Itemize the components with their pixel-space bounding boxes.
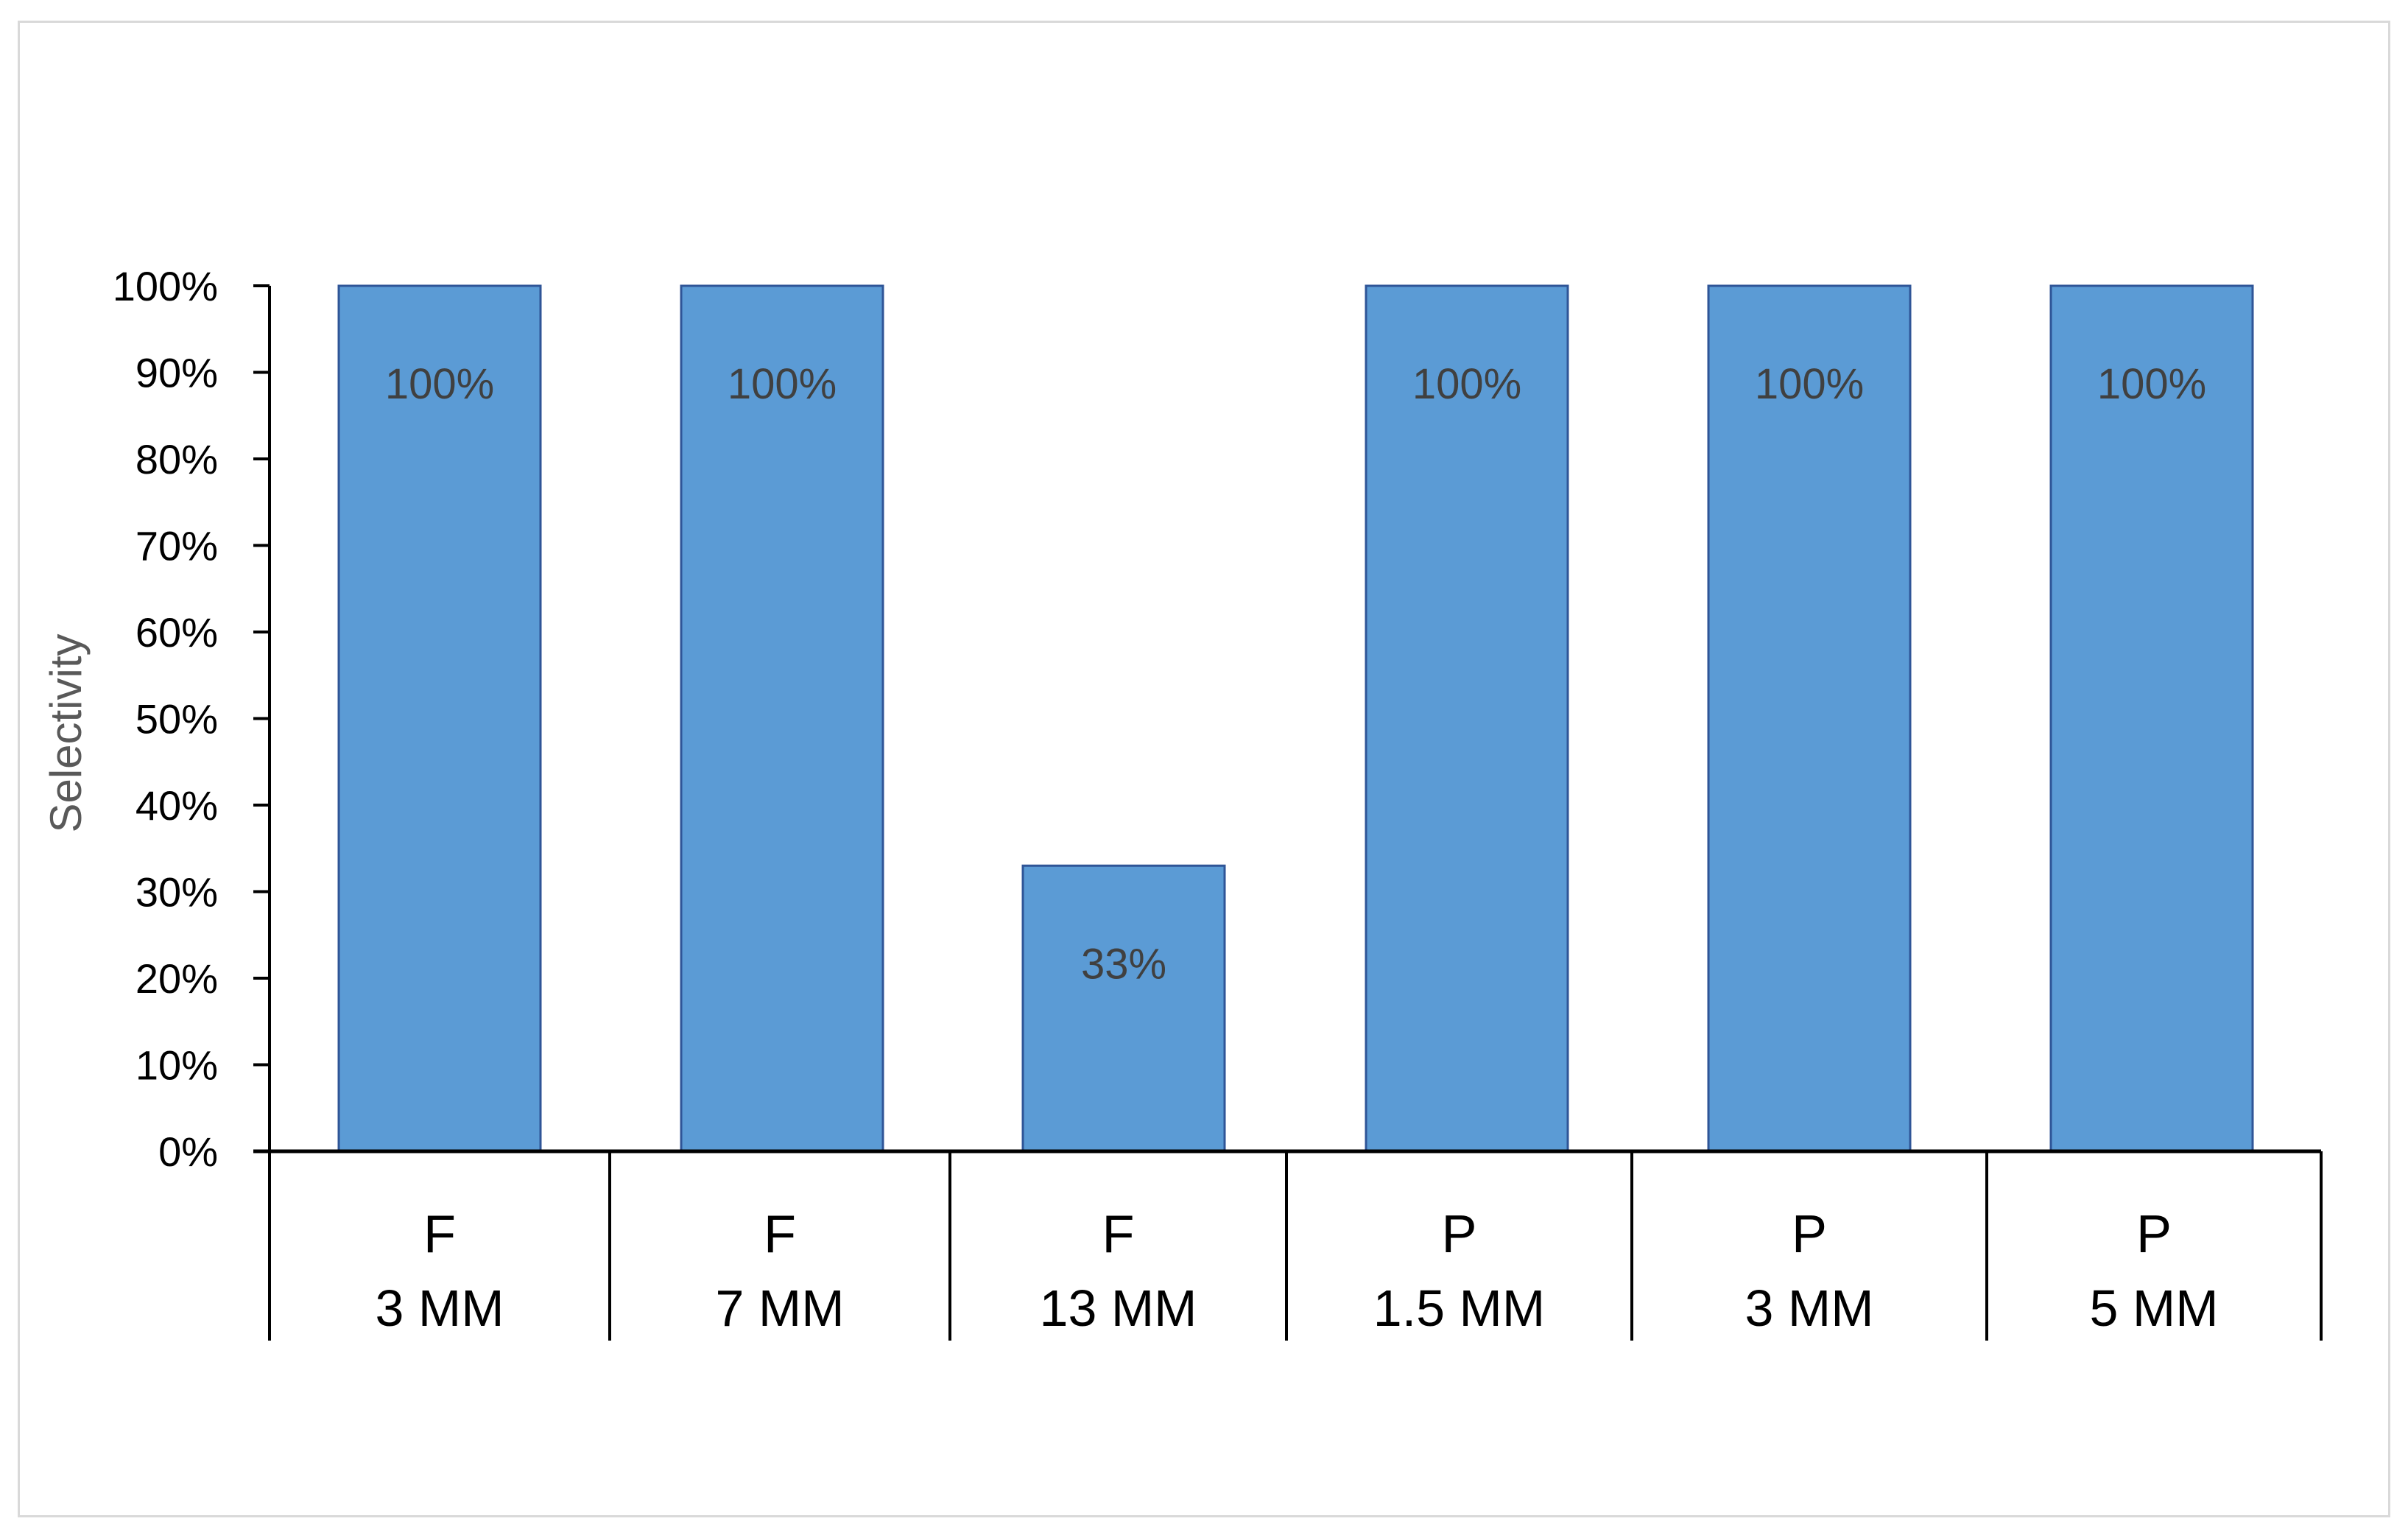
category-size-label: 5 MM (2090, 1279, 2219, 1337)
bar (1365, 284, 1569, 1153)
y-tick-label: 100% (113, 263, 218, 309)
category-size-label: 3 MM (1745, 1279, 1874, 1337)
category-group-label: P (1792, 1205, 1827, 1264)
category-group-label: F (1102, 1205, 1135, 1264)
y-tick-label: 30% (135, 869, 218, 916)
bars: 100% 100% 33% 100% 100% 100% (337, 284, 2254, 1153)
y-axis-label: Selectivity (41, 633, 91, 832)
data-label: 100% (728, 360, 837, 408)
category-size-label: 1.5 MM (1373, 1279, 1545, 1337)
y-axis: 0% 10% 20% 30% 40% 50% 60% 70% 80% 90% 100% (113, 263, 271, 1175)
y-tick-label: 60% (135, 609, 218, 656)
category-size-label: 13 MM (1040, 1279, 1197, 1337)
y-tick-label: 20% (135, 955, 218, 1002)
y-tick-label: 70% (135, 523, 218, 569)
category-group-label: F (423, 1205, 456, 1264)
bar (1021, 864, 1226, 1153)
category-group-label: P (2136, 1205, 2172, 1264)
data-label: 100% (2097, 360, 2206, 408)
bar (680, 284, 884, 1153)
data-label: 100% (1755, 360, 1864, 408)
y-tick-label: 90% (135, 350, 218, 396)
category-group-label: P (1441, 1205, 1476, 1264)
y-tick-label: 80% (135, 436, 218, 482)
data-label: 100% (1412, 360, 1521, 408)
y-tick-label: 40% (135, 782, 218, 829)
category-group-label: F (764, 1205, 796, 1264)
bar (1707, 284, 1912, 1153)
y-tick-label: 0% (158, 1128, 218, 1175)
category-size-label: 3 MM (376, 1279, 504, 1337)
x-axis: F 3 MM F 7 MM F 13 MM P 1.5 MM P 3 MM P 5 MM (253, 1149, 2323, 1341)
bar (2049, 284, 2254, 1153)
y-tick-label: 50% (135, 696, 218, 742)
category-size-label: 7 MM (716, 1279, 845, 1337)
y-tick-label: 10% (135, 1042, 218, 1089)
data-label: 100% (385, 360, 494, 408)
data-label: 33% (1081, 940, 1166, 988)
bar (337, 284, 542, 1153)
